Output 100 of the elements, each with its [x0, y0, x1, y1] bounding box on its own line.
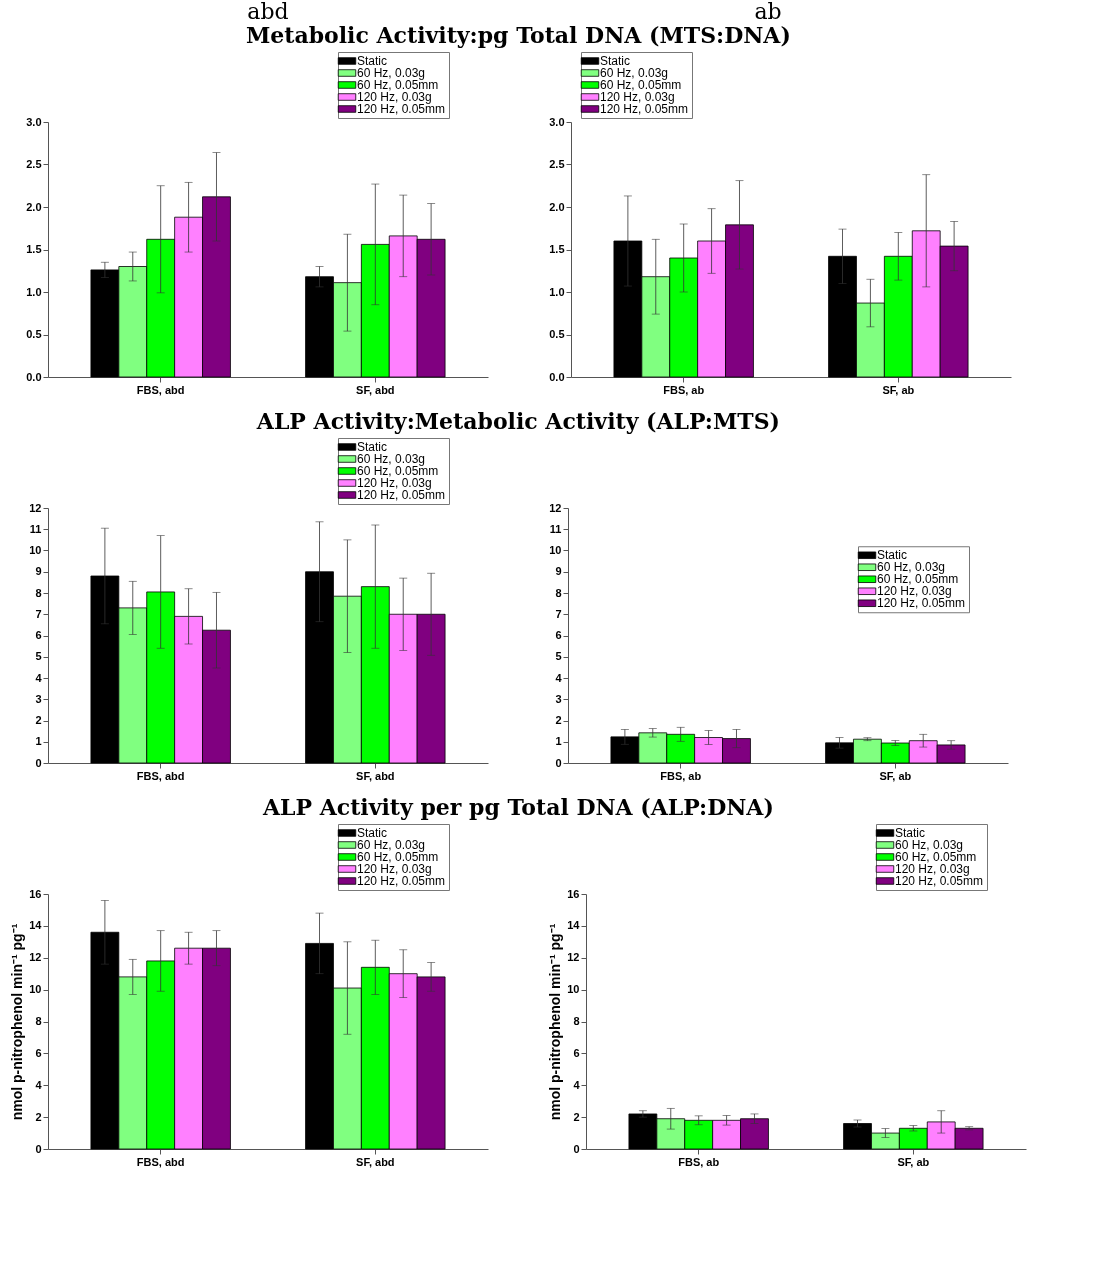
- legend-label: 120 Hz, 0.05mm: [600, 102, 689, 116]
- y-tick-label: 8: [555, 586, 562, 599]
- y-tick-label: 10: [29, 983, 42, 996]
- legend-label: 120 Hz, 0.03g: [600, 90, 675, 104]
- legend-label: 120 Hz, 0.03g: [357, 862, 432, 876]
- legend-label: 120 Hz, 0.05mm: [877, 596, 966, 611]
- y-tick-label: 5: [35, 650, 42, 663]
- y-tick-label: 2.0: [26, 200, 42, 213]
- legend-label: 60 Hz, 0.03g: [895, 838, 964, 852]
- legend-label: Static: [600, 54, 631, 68]
- y-tick-label: 12: [29, 501, 42, 514]
- y-tick-label: 10: [567, 983, 580, 996]
- legend-label: Static: [357, 826, 388, 840]
- text: ab: [754, 0, 782, 24]
- y-axis-title: nmol p-nitrophenol min⁻¹ pg⁻¹: [9, 923, 26, 1121]
- y-tick-label: 4: [573, 1078, 581, 1091]
- x-tick-label: SF, abd: [356, 1155, 395, 1168]
- legend-label: 120 Hz, 0.03g: [357, 476, 432, 490]
- x-tick-label: SF, ab: [882, 383, 915, 396]
- y-tick-label: 1.5: [549, 243, 565, 255]
- y-tick-label: 0: [35, 1142, 42, 1155]
- legend-label: 60 Hz, 0.03g: [357, 452, 426, 466]
- x-tick-label: SF, ab: [897, 1155, 930, 1168]
- y-tick-label: 1.5: [26, 243, 42, 255]
- x-tick-label: FBS, abd: [136, 383, 185, 396]
- legend-label: 60 Hz, 0.05mm: [895, 850, 977, 864]
- legend-label: 120 Hz, 0.05mm: [895, 874, 984, 888]
- y-tick-label: 9: [555, 565, 562, 578]
- legend-label: 60 Hz, 0.05mm: [877, 572, 959, 587]
- y-tick-label: 1: [35, 735, 42, 748]
- x-tick-label: FBS, ab: [678, 1155, 720, 1168]
- y-axis-title: nmol p-nitrophenol min⁻¹ pg⁻¹: [547, 923, 564, 1121]
- y-tick-label: 0.5: [549, 328, 565, 340]
- legend-label: 60 Hz, 0.05mm: [357, 850, 439, 864]
- y-tick-label: 1: [555, 735, 562, 748]
- x-tick-label: FBS, abd: [136, 769, 185, 782]
- y-tick-label: 0: [35, 756, 42, 769]
- y-tick-label: 6: [35, 629, 42, 641]
- legend-label: 120 Hz, 0.03g: [877, 584, 952, 599]
- y-tick-label: 3: [35, 692, 42, 705]
- y-tick-label: 2.5: [549, 158, 565, 170]
- x-tick-label: FBS, ab: [663, 383, 705, 396]
- y-tick-label: 0.0: [26, 370, 42, 383]
- y-tick-label: 2: [35, 714, 42, 726]
- y-tick-label: 11: [29, 522, 42, 535]
- legend-label: 120 Hz, 0.05mm: [357, 488, 446, 502]
- x-tick-label: SF, abd: [356, 769, 395, 782]
- legend-label: 120 Hz, 0.05mm: [357, 874, 446, 888]
- y-tick-label: 2.0: [549, 200, 565, 213]
- y-tick-label: 3: [555, 692, 562, 705]
- legend-label: 60 Hz, 0.05mm: [600, 78, 682, 92]
- y-tick-label: 7: [35, 607, 42, 620]
- text: abd: [247, 0, 289, 24]
- y-tick-label: 0: [573, 1142, 580, 1155]
- y-tick-label: 8: [573, 1015, 580, 1027]
- y-tick-label: 6: [555, 629, 562, 641]
- y-tick-label: 11: [549, 522, 562, 535]
- legend-label: 120 Hz, 0.03g: [357, 90, 432, 104]
- y-tick-label: 4: [35, 671, 43, 684]
- y-tick-label: 4: [555, 671, 563, 684]
- chart-title: Metabolic Activity:pg Total DNA (MTS:DNA): [245, 21, 791, 48]
- chart-title: ALP Activity:Metabolic Activity (ALP:MTS): [255, 407, 780, 434]
- y-tick-label: 12: [29, 951, 42, 964]
- y-tick-label: 16: [29, 887, 42, 900]
- y-tick-label: 9: [35, 565, 42, 578]
- y-tick-label: 1.0: [549, 285, 565, 298]
- y-tick-label: 2: [555, 714, 562, 726]
- legend-label: 60 Hz, 0.03g: [357, 838, 426, 852]
- y-tick-label: 10: [549, 544, 562, 556]
- legend-label: 60 Hz, 0.03g: [877, 560, 946, 575]
- y-tick-label: 14: [567, 919, 581, 932]
- legend-label: Static: [877, 548, 908, 563]
- y-tick-label: 4: [35, 1078, 43, 1091]
- legend-label: Static: [357, 54, 388, 68]
- y-tick-label: 12: [549, 501, 562, 514]
- x-tick-label: FBS, ab: [660, 769, 702, 782]
- y-tick-label: 0: [555, 756, 562, 769]
- chart-title: ALP Activity per pg Total DNA (ALP:DNA): [261, 793, 774, 820]
- y-tick-label: 14: [29, 919, 43, 932]
- x-tick-label: SF, abd: [356, 383, 395, 396]
- legend-label: Static: [357, 440, 388, 454]
- y-tick-label: 0.0: [549, 370, 565, 383]
- legend-label: 60 Hz, 0.05mm: [357, 464, 439, 478]
- y-tick-label: 6: [35, 1046, 42, 1059]
- y-tick-label: 0.5: [26, 328, 42, 340]
- y-tick-label: 2: [35, 1110, 42, 1123]
- legend-label: 120 Hz, 0.03g: [895, 862, 970, 876]
- y-tick-label: 3.0: [549, 115, 565, 128]
- legend-label: Static: [895, 826, 926, 840]
- y-tick-label: 8: [35, 586, 42, 599]
- y-tick-label: 16: [567, 887, 580, 900]
- legend-label: 60 Hz, 0.05mm: [357, 78, 439, 92]
- y-tick-label: 2.5: [26, 158, 42, 170]
- legend-label: 60 Hz, 0.03g: [357, 66, 426, 80]
- y-tick-label: 8: [35, 1015, 42, 1027]
- y-tick-label: 5: [555, 650, 562, 663]
- legend-label: 60 Hz, 0.03g: [600, 66, 669, 80]
- legend-label: 120 Hz, 0.05mm: [357, 102, 446, 116]
- y-tick-label: 1.0: [26, 285, 42, 298]
- y-tick-label: 10: [29, 544, 42, 556]
